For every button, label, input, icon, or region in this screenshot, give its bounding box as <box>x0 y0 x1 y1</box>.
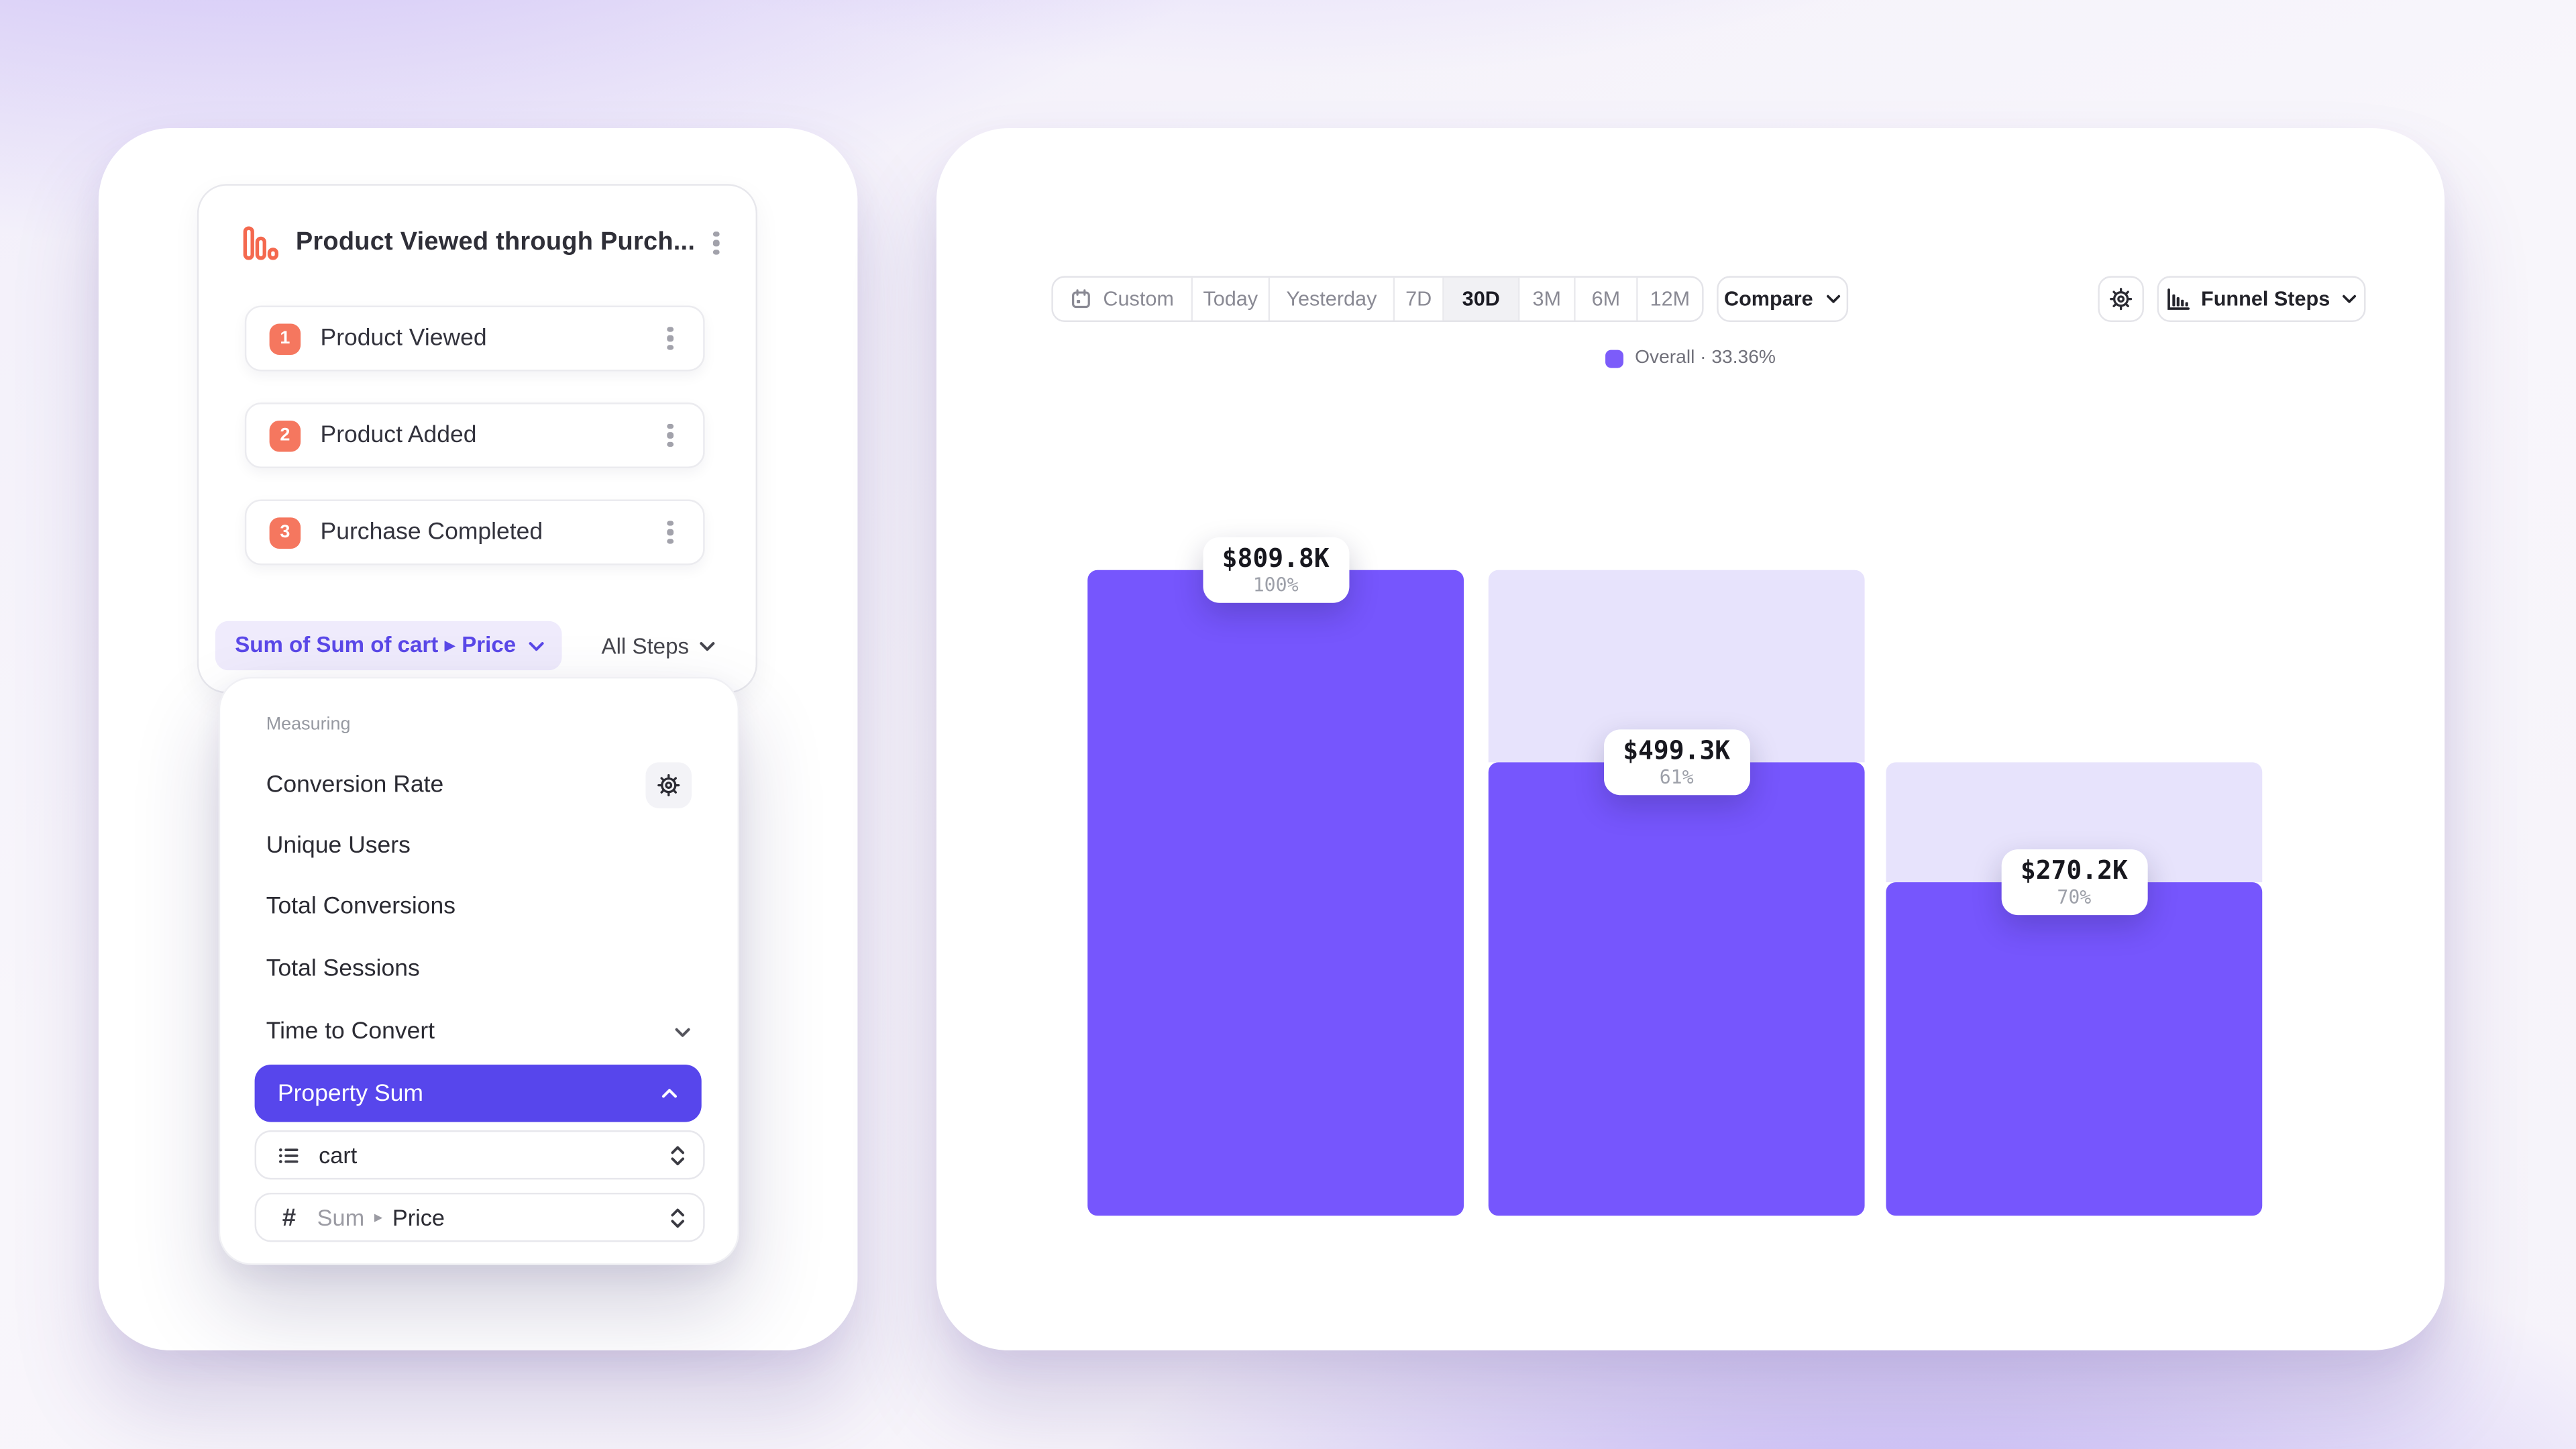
chevron-down-icon <box>700 641 716 650</box>
query-title-row: Product Viewed through Purch... <box>241 219 733 268</box>
step-label: Product Viewed <box>320 325 487 352</box>
chevron-down-icon <box>675 1027 690 1036</box>
step-number-badge: 1 <box>269 323 301 354</box>
report-panel: Custom Today Yesterday 7D 30D 3M 6M 12M … <box>936 128 2445 1351</box>
menu-item-total-conversions[interactable]: Total Conversions <box>266 894 455 920</box>
aggregation-prefix: Sum <box>317 1204 365 1231</box>
bar-value: $270.2K <box>2020 856 2128 886</box>
step-kebab-menu-icon[interactable] <box>654 513 687 552</box>
gear-icon <box>2110 288 2133 311</box>
step-label: Product Added <box>320 422 477 449</box>
chart-settings-button[interactable] <box>2098 276 2144 323</box>
bar-percent: 70% <box>2057 885 2092 909</box>
chart-view-selector[interactable]: Funnel Steps <box>2157 276 2366 323</box>
chevron-down-icon <box>2343 294 2357 303</box>
query-kebab-menu-icon[interactable] <box>700 223 733 263</box>
bar-value: $499.3K <box>1623 736 1731 766</box>
bar-converted-segment[interactable] <box>1087 570 1464 1216</box>
funnel-steps-chart-icon <box>2167 287 2190 309</box>
menu-item-total-sessions[interactable]: Total Sessions <box>266 956 420 983</box>
bar-converted-segment[interactable] <box>1488 762 1865 1216</box>
date-range-30d-selected[interactable]: 30D <box>1444 277 1520 321</box>
gear-icon <box>657 774 680 797</box>
bar-converted-segment[interactable] <box>1886 882 2263 1216</box>
aggregation-select[interactable]: # Sum ▸ Price <box>254 1192 705 1242</box>
legend-overall[interactable]: Overall · 33.36% <box>1605 348 1776 368</box>
menu-item-time-to-convert[interactable]: Time to Convert <box>243 1002 714 1061</box>
funnel-bar-chart: $809.8K 100% $499.3K 61% $270.2K 70% <box>936 128 2445 1350</box>
step-scope-dropdown[interactable]: All Steps <box>602 633 717 658</box>
chevron-down-icon <box>529 641 544 650</box>
query-builder-panel: Product Viewed through Purch... 1 Produc… <box>98 128 858 1351</box>
bar-value-label: $809.8K 100% <box>1202 537 1350 603</box>
bar-percent: 61% <box>1659 765 1694 789</box>
report-toolbar: Custom Today Yesterday 7D 30D 3M 6M 12M … <box>936 276 2445 323</box>
funnel-report-icon <box>243 225 279 260</box>
date-range-7d[interactable]: 7D <box>1395 277 1444 321</box>
up-down-stepper-icon <box>671 1145 684 1165</box>
property-select[interactable]: cart <box>254 1130 705 1180</box>
legend-label: Overall · 33.36% <box>1635 348 1776 368</box>
date-range-segmented-control: Custom Today Yesterday 7D 30D 3M 6M 12M <box>1051 276 1704 323</box>
bar-percent: 100% <box>1252 573 1299 596</box>
chevron-up-icon <box>661 1089 677 1098</box>
query-title: Product Viewed through Purch... <box>295 228 696 257</box>
measurement-value: Sum of Sum of cart ▸ Price <box>235 632 517 657</box>
step-scope-value: All Steps <box>601 633 690 658</box>
calendar-icon <box>1073 289 1091 309</box>
measurement-row: Sum of Sum of cart ▸ Price All Steps <box>215 621 739 671</box>
measuring-dropdown-menu: Measuring Conversion Rate <box>218 676 740 1265</box>
step-number-badge: 2 <box>269 419 301 451</box>
bar-value-label: $270.2K 70% <box>2000 849 2148 916</box>
bar-value: $809.8K <box>1222 543 1330 574</box>
bar-value-label: $499.3K 61% <box>1603 729 1750 796</box>
aggregation-value: Price <box>392 1204 445 1231</box>
menu-item-conversion-rate[interactable]: Conversion Rate <box>243 756 714 815</box>
chevron-down-icon <box>1826 294 1840 303</box>
number-property-icon: # <box>282 1203 297 1232</box>
list-icon <box>279 1147 299 1163</box>
date-range-today[interactable]: Today <box>1193 277 1271 321</box>
measurement-dropdown[interactable]: Sum of Sum of cart ▸ Price <box>215 621 562 671</box>
date-range-custom[interactable]: Custom <box>1053 277 1193 321</box>
date-range-3m[interactable]: 3M <box>1519 277 1576 321</box>
funnel-step-2[interactable]: 2 Product Added <box>244 402 705 468</box>
menu-section-label: Measuring <box>266 714 351 735</box>
conversion-rate-settings-button[interactable] <box>645 762 692 808</box>
up-down-stepper-icon <box>671 1208 684 1227</box>
funnel-step-3[interactable]: 3 Purchase Completed <box>244 499 705 566</box>
step-number-badge: 3 <box>269 517 301 548</box>
date-range-yesterday[interactable]: Yesterday <box>1270 277 1395 321</box>
compare-button[interactable]: Compare <box>1717 276 1849 323</box>
date-range-12m[interactable]: 12M <box>1650 287 1690 311</box>
step-kebab-menu-icon[interactable] <box>654 319 687 358</box>
step-kebab-menu-icon[interactable] <box>654 416 687 455</box>
step-label: Purchase Completed <box>320 519 543 546</box>
funnel-query-card: Product Viewed through Purch... 1 Produc… <box>197 184 757 694</box>
breadcrumb-arrow-icon: ▸ <box>374 1208 383 1227</box>
property-select-value: cart <box>319 1142 358 1169</box>
menu-item-unique-users[interactable]: Unique Users <box>266 833 411 859</box>
menu-item-property-sum[interactable]: Property Sum <box>254 1064 702 1122</box>
date-range-6m[interactable]: 6M <box>1576 277 1638 321</box>
legend-swatch <box>1605 349 1624 368</box>
funnel-step-1[interactable]: 1 Product Viewed <box>244 305 705 372</box>
